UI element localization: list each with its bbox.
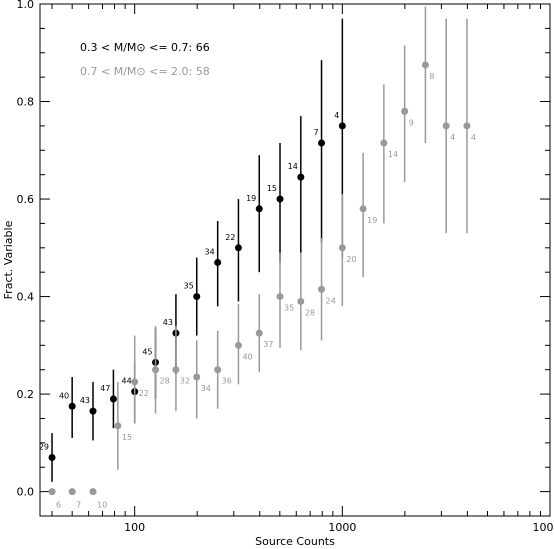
point-count-label: 4 [334, 111, 339, 120]
data-point [463, 122, 471, 130]
point-count-label: 35 [284, 304, 294, 313]
data-point [234, 244, 242, 252]
data-point [255, 205, 263, 213]
point-count-label: 40 [59, 391, 69, 400]
point-count-label: 22 [139, 389, 149, 398]
y-tick-label: 0.4 [17, 291, 35, 304]
point-count-label: 14 [288, 162, 298, 171]
point-count-label: 19 [246, 194, 256, 203]
y-tick-label: 0.2 [17, 388, 35, 401]
data-point [234, 341, 242, 349]
point-count-label: 45 [142, 347, 152, 356]
data-point [380, 139, 388, 147]
point-count-label: 35 [184, 282, 194, 291]
data-point [318, 139, 326, 147]
axis-tick-labels: 100 1000 10000 0.0 0.2 0.4 0.6 0.8 1.0 [17, 0, 554, 534]
data-point [338, 244, 346, 252]
point-count-label: 47 [100, 384, 110, 393]
point-count-label: 19 [367, 216, 377, 225]
data-point [359, 205, 367, 213]
data-point [297, 173, 305, 181]
data-point [255, 329, 263, 337]
point-count-label: 22 [225, 233, 235, 242]
point-count-label: 32 [180, 377, 190, 386]
point-count-label: 34 [201, 384, 211, 393]
point-count-label: 6 [56, 501, 61, 510]
legend-entry-2: 0.7 < M/M⊙ <= 2.0: 58 [80, 65, 210, 78]
data-point [89, 407, 97, 415]
data-point [338, 122, 346, 130]
data-point [68, 402, 76, 410]
point-count-label: 29 [39, 442, 49, 451]
x-tick-label: 10000 [533, 521, 554, 534]
point-count-label: 8 [429, 72, 434, 81]
point-count-label: 37 [263, 340, 273, 349]
x-tick-label: 100 [124, 521, 145, 534]
data-point [276, 195, 284, 203]
point-count-label: 14 [388, 150, 398, 159]
plot-frame [39, 3, 551, 517]
data-point [297, 297, 305, 305]
point-count-label: 20 [346, 255, 356, 264]
data-point [89, 488, 97, 496]
data-point [109, 395, 117, 403]
point-count-label: 9 [409, 118, 414, 127]
point-count-label: 28 [305, 308, 315, 317]
point-count-label: 10 [97, 501, 107, 510]
axis-ticks [40, 3, 551, 516]
data-point [114, 422, 122, 430]
data-point [172, 366, 180, 374]
x-axis-title: Source Counts [255, 535, 335, 548]
point-count-label: 44 [121, 377, 131, 386]
y-tick-label: 0.6 [17, 193, 35, 206]
point-count-label: 24 [326, 296, 336, 305]
data-point [214, 366, 222, 374]
series-1: 29 40 43 47 44 45 43 35 34 22 19 15 14 7 4 [39, 18, 346, 482]
point-count-label: 36 [222, 377, 232, 386]
data-point [401, 107, 409, 115]
legend-entry-1: 0.3 < M/M⊙ <= 0.7: 66 [80, 41, 210, 54]
data-point [318, 285, 326, 293]
y-tick-label: 1.0 [17, 0, 35, 11]
point-count-label: 28 [160, 377, 170, 386]
point-count-label: 4 [450, 133, 455, 142]
x-tick-label: 1000 [328, 521, 356, 534]
point-count-label: 34 [204, 247, 214, 256]
data-point [442, 122, 450, 130]
point-count-label: 7 [76, 501, 81, 510]
data-point [131, 378, 139, 386]
point-count-label: 7 [313, 128, 318, 137]
point-count-label: 43 [163, 318, 173, 327]
data-point [48, 453, 56, 461]
y-tick-label: 0.8 [17, 96, 35, 109]
data-point [276, 293, 284, 301]
data-point [68, 488, 76, 496]
data-point [421, 61, 429, 69]
data-point [193, 373, 201, 381]
data-point [193, 293, 201, 301]
point-count-label: 15 [122, 433, 132, 442]
y-axis-title: Fract. Variable [2, 220, 15, 299]
y-tick-label: 0.0 [17, 486, 35, 499]
point-count-label: 43 [80, 396, 90, 405]
point-count-label: 40 [242, 352, 252, 361]
data-point [48, 488, 56, 496]
data-point [214, 258, 222, 266]
point-count-label: 15 [267, 184, 277, 193]
point-count-label: 4 [471, 133, 476, 142]
data-point [152, 366, 160, 374]
